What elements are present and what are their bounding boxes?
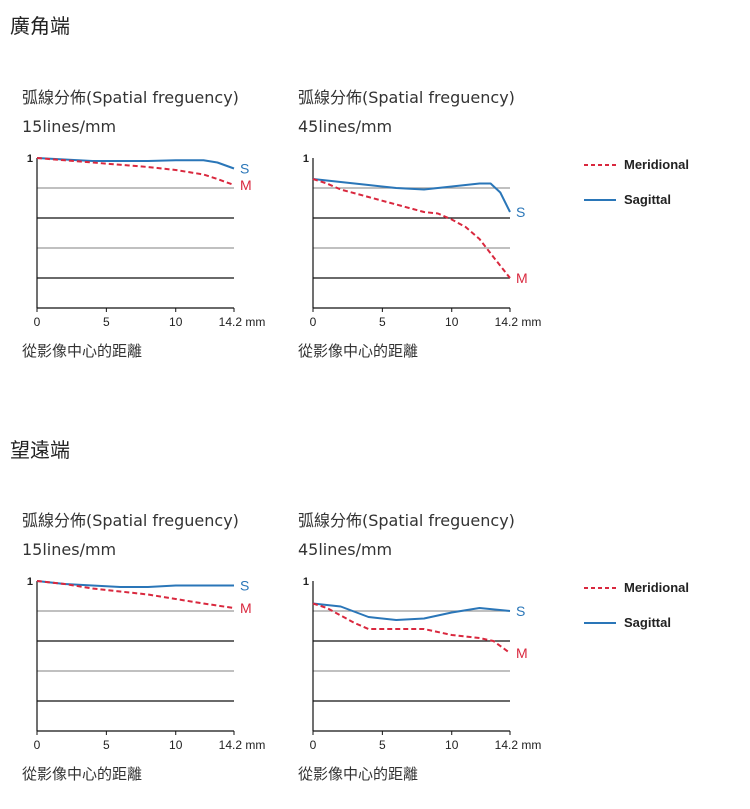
series-line-meridional	[36, 157, 235, 186]
chart-4-x-axis-label: 從影像中心的距離	[298, 765, 419, 783]
chart-1-x-axis-label: 從影像中心的距離	[22, 342, 143, 360]
x-tick-label: 14.2 mm	[219, 315, 266, 329]
series-label-sagittal: S	[516, 204, 525, 220]
legend-item-meridional: Meridional	[584, 157, 744, 173]
series-label-meridional: M	[516, 270, 528, 286]
chart-2-x-axis-label: 從影像中心的距離	[298, 342, 419, 360]
legend-label-meridional: Meridional	[624, 580, 690, 595]
chart-2-frequency-label: 弧線分佈(Spatial freguency)	[298, 88, 515, 107]
x-tick-label: 0	[34, 738, 41, 752]
legend-item-meridional: Meridional	[584, 580, 744, 596]
series-label-meridional: M	[240, 600, 252, 616]
legend-label-meridional: Meridional	[624, 157, 690, 172]
series-label-sagittal: S	[240, 161, 249, 177]
x-tick-label: 0	[34, 315, 41, 329]
x-tick-label: 14.2 mm	[495, 738, 542, 752]
series-line-meridional	[36, 580, 235, 609]
series-label-sagittal: S	[516, 603, 525, 619]
series-line-sagittal	[312, 602, 511, 621]
x-tick-label: 10	[169, 738, 183, 752]
legend-label-sagittal: Sagittal	[624, 192, 671, 207]
section-title-tele: 望遠端	[10, 438, 70, 462]
x-tick-label: 10	[445, 315, 459, 329]
series-line-sagittal	[312, 178, 511, 213]
legend-swatch-sagittal	[584, 199, 616, 201]
series-line-sagittal	[36, 157, 235, 170]
section-title-wide: 廣角端	[10, 14, 70, 38]
x-tick-label: 5	[379, 315, 386, 329]
y-tick-label: 1	[27, 153, 33, 165]
x-tick-label: 0	[310, 315, 317, 329]
chart-2-subtitle: 45lines/mm	[298, 117, 393, 136]
x-tick-label: 5	[103, 738, 110, 752]
chart-4-frequency-label: 弧線分佈(Spatial freguency)	[298, 511, 515, 530]
series-line-meridional	[312, 178, 511, 279]
chart-1-frequency-label: 弧線分佈(Spatial freguency)	[22, 88, 239, 107]
legend-item-sagittal: Sagittal	[584, 192, 744, 208]
x-tick-label: 10	[169, 315, 183, 329]
chart-3-subtitle: 15lines/mm	[22, 540, 117, 559]
legend-swatch-meridional	[584, 587, 616, 589]
x-tick-label: 0	[310, 738, 317, 752]
x-tick-label: 10	[445, 738, 459, 752]
legend-swatch-sagittal	[584, 622, 616, 624]
chart-4-subtitle: 45lines/mm	[298, 540, 393, 559]
chart-3-frequency-label: 弧線分佈(Spatial freguency)	[22, 511, 239, 530]
x-tick-label: 5	[103, 315, 110, 329]
series-label-meridional: M	[240, 177, 252, 193]
series-label-sagittal: S	[240, 578, 249, 594]
x-tick-label: 14.2 mm	[219, 738, 266, 752]
x-tick-label: 14.2 mm	[495, 315, 542, 329]
series-line-meridional	[312, 602, 511, 654]
legend-item-sagittal: Sagittal	[584, 615, 744, 631]
series-line-sagittal	[36, 580, 234, 588]
y-tick-label: 1	[303, 576, 309, 588]
y-tick-label: 1	[303, 153, 309, 165]
legend-label-sagittal: Sagittal	[624, 615, 671, 630]
chart-3-x-axis-label: 從影像中心的距離	[22, 765, 143, 783]
series-label-meridional: M	[516, 645, 528, 661]
y-tick-label: 1	[27, 576, 33, 588]
chart-1-subtitle: 15lines/mm	[22, 117, 117, 136]
x-tick-label: 5	[379, 738, 386, 752]
legend-swatch-meridional	[584, 164, 616, 166]
